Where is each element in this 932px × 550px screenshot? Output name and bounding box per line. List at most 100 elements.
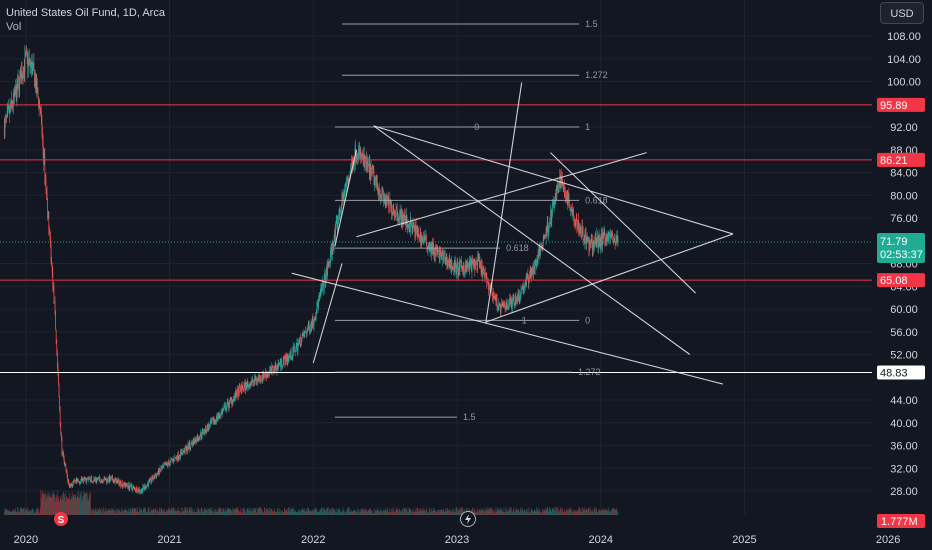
volume-bar-219 <box>128 512 130 515</box>
volume-bar-160 <box>95 507 96 515</box>
volume-bar-992 <box>569 507 571 515</box>
candle-body-418 <box>242 387 244 390</box>
candle-body-441 <box>255 379 257 382</box>
volume-bar-1003 <box>575 510 577 515</box>
volume-bar-656 <box>378 511 379 515</box>
volume-bar-1057 <box>606 510 608 515</box>
candle-body-765 <box>440 249 441 257</box>
volume-bar-1036 <box>594 510 596 515</box>
candle-body-16 <box>13 93 14 107</box>
candle-body-704 <box>405 223 407 225</box>
volume-bar-914 <box>525 512 526 515</box>
lightning-icon[interactable] <box>460 511 476 527</box>
volume-bar-1024 <box>587 507 589 515</box>
volume-bar-453 <box>262 509 264 515</box>
chart-icons[interactable]: S <box>54 511 476 527</box>
candle-body-985 <box>565 194 567 196</box>
volume-bar-913 <box>524 509 526 515</box>
volume-bar-452 <box>261 512 263 515</box>
candle-body-604 <box>348 179 350 180</box>
volume-bar-627 <box>361 509 363 515</box>
candle-body-231 <box>135 487 137 491</box>
volume-bar-780 <box>448 510 450 515</box>
candle-body-588 <box>339 208 340 215</box>
volume-bar-228 <box>133 508 135 515</box>
volume-bar-842 <box>484 512 485 515</box>
candle-body-1025 <box>588 240 590 252</box>
volume-bar-144 <box>86 492 87 515</box>
volume-indicator-label[interactable]: Vol <box>6 21 22 33</box>
candle-body-105 <box>63 457 65 464</box>
candle-body-128 <box>76 479 78 482</box>
volume-bar-212 <box>124 509 126 515</box>
dividend-icon[interactable]: S <box>54 512 68 526</box>
candle-body-492 <box>284 357 286 365</box>
symbol-title[interactable]: United States Oil Fund, 1D, Arca <box>6 7 165 19</box>
candle-body-241 <box>141 489 143 493</box>
candle-body-196 <box>115 478 117 480</box>
volume-bar-456 <box>264 507 265 515</box>
candle-body-291 <box>169 460 171 464</box>
candle-body-971 <box>557 188 559 191</box>
volume-bar-439 <box>254 507 256 515</box>
volume-bar-532 <box>307 507 309 515</box>
candle-body-720 <box>414 226 416 238</box>
volume-bar-461 <box>266 508 268 515</box>
candle-body-802 <box>461 262 463 268</box>
volume-bar-751 <box>432 510 433 515</box>
candle-body-116 <box>70 484 71 487</box>
volume-bar-590 <box>340 511 342 515</box>
volume-bar-319 <box>185 507 187 515</box>
candle-body-972 <box>558 189 559 191</box>
candle-body-284 <box>165 462 167 466</box>
volume-bar-888 <box>510 509 512 515</box>
candle-body-224 <box>131 487 133 490</box>
candle-body-137 <box>82 477 83 481</box>
volume-bar-166 <box>98 508 100 515</box>
volume-bar-50 <box>32 508 34 515</box>
candle-body-398 <box>230 398 232 400</box>
candle-body-501 <box>289 355 291 357</box>
volume-bar-1045 <box>599 511 601 515</box>
volume-bar-832 <box>478 509 480 515</box>
candle-body-649 <box>374 178 375 185</box>
volume-bar-1071 <box>614 509 616 515</box>
volume-bar-84 <box>51 492 53 515</box>
volume-bar-732 <box>421 509 423 515</box>
candle-body-888 <box>510 298 512 302</box>
volume-bar-91 <box>55 497 57 515</box>
candle-body-341 <box>198 438 200 440</box>
candle-body-500 <box>289 355 290 356</box>
volume-bar-843 <box>484 507 486 515</box>
volume-bar-484 <box>279 512 281 515</box>
time-axis[interactable]: 2020 2021 2022 2023 2024 2025 2026 <box>0 530 900 550</box>
volume-bar-892 <box>512 511 514 515</box>
volume-bar-434 <box>251 512 253 515</box>
volume-bar-651 <box>375 511 376 515</box>
volume-bar-277 <box>161 510 163 515</box>
volume-bar-595 <box>343 509 344 515</box>
trendlines[interactable] <box>291 82 734 385</box>
candle-body-358 <box>208 424 209 431</box>
candle-body-468 <box>270 367 272 372</box>
volume-bar-375 <box>217 510 219 515</box>
volume-bar-760 <box>437 510 439 515</box>
volume-bar-448 <box>259 507 261 515</box>
candle-body-489 <box>282 360 284 366</box>
candle-body-1024 <box>587 240 589 241</box>
volume-bar-793 <box>456 507 457 515</box>
volume-bar-324 <box>188 507 190 515</box>
volume-bar-615 <box>354 510 356 515</box>
volume-bar-1061 <box>609 512 610 515</box>
volume-bar-541 <box>312 511 314 515</box>
volume-bar-399 <box>231 511 233 515</box>
candle-body-361 <box>209 423 211 428</box>
candle-body-936 <box>537 251 539 263</box>
candle-body-668 <box>384 197 386 205</box>
candle-body-466 <box>269 369 271 372</box>
candle-body-336 <box>195 441 197 443</box>
currency-button[interactable]: USD <box>880 2 924 24</box>
candle-body-145 <box>86 478 88 479</box>
